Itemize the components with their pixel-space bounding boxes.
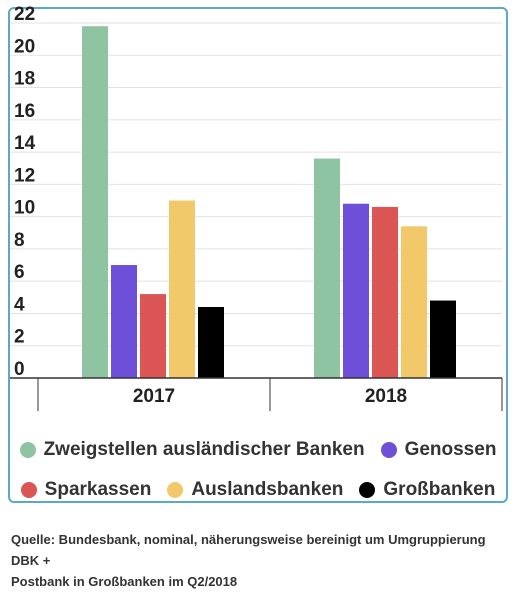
bar[interactable] (82, 26, 108, 379)
y-tick-label: 12 (14, 165, 35, 186)
bars (82, 26, 456, 379)
category-labels: 2017 2018 (133, 386, 407, 407)
bar[interactable] (140, 294, 166, 378)
legend-row-2: Sparkassen Auslandsbanken Großbanken (8, 470, 508, 510)
y-tick-label: 10 (14, 198, 35, 219)
y-tick-label: 8 (14, 230, 25, 251)
legend-label-grossbanken: Großbanken (383, 479, 496, 500)
bar-chart: 0 2 4 6 8 10 12 14 16 18 20 22 2017 2018 (10, 4, 503, 411)
bar[interactable] (111, 265, 137, 378)
legend-label-sparkassen: Sparkassen (44, 479, 152, 500)
legend: Zweigstellen ausländischer Banken Genoss… (8, 430, 508, 510)
y-tick-label: 14 (14, 133, 36, 154)
y-tick-labels: 0 2 4 6 8 10 12 14 16 18 20 22 (14, 4, 36, 380)
legend-dot-genossen (380, 442, 397, 458)
bar[interactable] (314, 158, 340, 378)
y-tick-label: 0 (14, 359, 25, 380)
legend-label-auslandsbanken: Auslandsbanken (191, 479, 344, 500)
y-tick-label: 20 (14, 36, 35, 57)
legend-item-zweigstellen[interactable]: Zweigstellen ausländischer Banken (19, 439, 365, 461)
legend-item-sparkassen[interactable]: Sparkassen (20, 479, 152, 501)
source-caption: Quelle: Bundesbank, nominal, näherungswe… (11, 529, 501, 592)
bar[interactable] (198, 307, 224, 378)
legend-label-zweigstellen: Zweigstellen ausländischer Banken (43, 439, 365, 460)
legend-item-genossen[interactable]: Genossen (380, 439, 497, 461)
y-tick-label: 22 (14, 4, 35, 25)
legend-dot-grossbanken (359, 482, 376, 498)
y-tick-label: 18 (14, 69, 35, 90)
legend-label-genossen: Genossen (404, 439, 497, 460)
bar[interactable] (343, 203, 369, 378)
legend-dot-sparkassen (20, 482, 37, 498)
y-tick-label: 2 (14, 327, 25, 348)
y-tick-label: 4 (14, 294, 25, 315)
y-tick-label: 16 (14, 101, 35, 122)
legend-dot-auslandsbanken (167, 482, 184, 498)
legend-item-auslandsbanken[interactable]: Auslandsbanken (167, 479, 343, 501)
category-label: 2017 (133, 386, 175, 407)
legend-item-grossbanken[interactable]: Großbanken (359, 479, 495, 501)
category-label: 2018 (365, 386, 407, 407)
bar[interactable] (430, 300, 456, 378)
bar[interactable] (372, 206, 398, 378)
x-axis (10, 377, 503, 411)
caption-line-1: Quelle: Bundesbank, nominal, näherungswe… (11, 532, 486, 568)
bar[interactable] (169, 200, 195, 379)
bar[interactable] (401, 226, 427, 378)
y-tick-label: 6 (14, 262, 25, 283)
caption-line-2: Postbank in Großbanken im Q2/2018 (11, 574, 238, 589)
legend-dot-zweigstellen (19, 442, 36, 458)
legend-row-1: Zweigstellen ausländischer Banken Genoss… (8, 430, 508, 470)
